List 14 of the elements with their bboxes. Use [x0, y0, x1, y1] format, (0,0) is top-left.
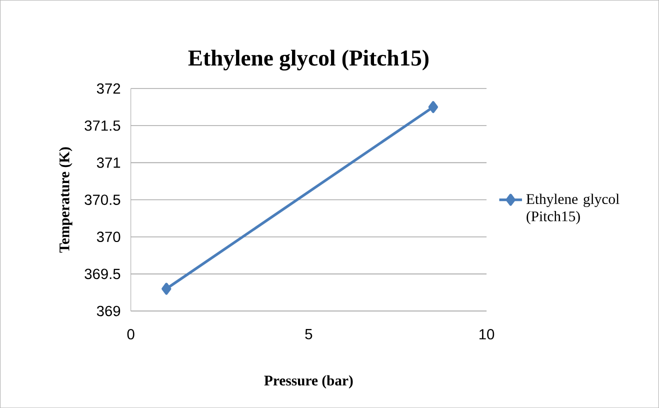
y-tick-label: 369.5 [84, 268, 120, 280]
y-tick-label: 371 [96, 157, 120, 168]
x-axis-title: Pressure (bar) [264, 375, 353, 388]
y-tick-label: 370.5 [84, 194, 120, 205]
y-tick-label: 372 [96, 83, 120, 94]
x-tick-label: 10 [480, 328, 494, 340]
y-tick-label: 371.5 [84, 120, 120, 131]
y-axis-title: Temperature (K) [59, 147, 72, 253]
legend-label: Ethylene glycol (Pitch15) [526, 194, 620, 224]
y-tick-label: 370 [96, 232, 120, 242]
x-tick-label: 0 [127, 328, 134, 340]
y-tick-label: 369 [96, 306, 120, 316]
chart-title: Ethylene glycol (Pitch15) [188, 50, 428, 70]
x-tick-label: 5 [305, 328, 312, 340]
